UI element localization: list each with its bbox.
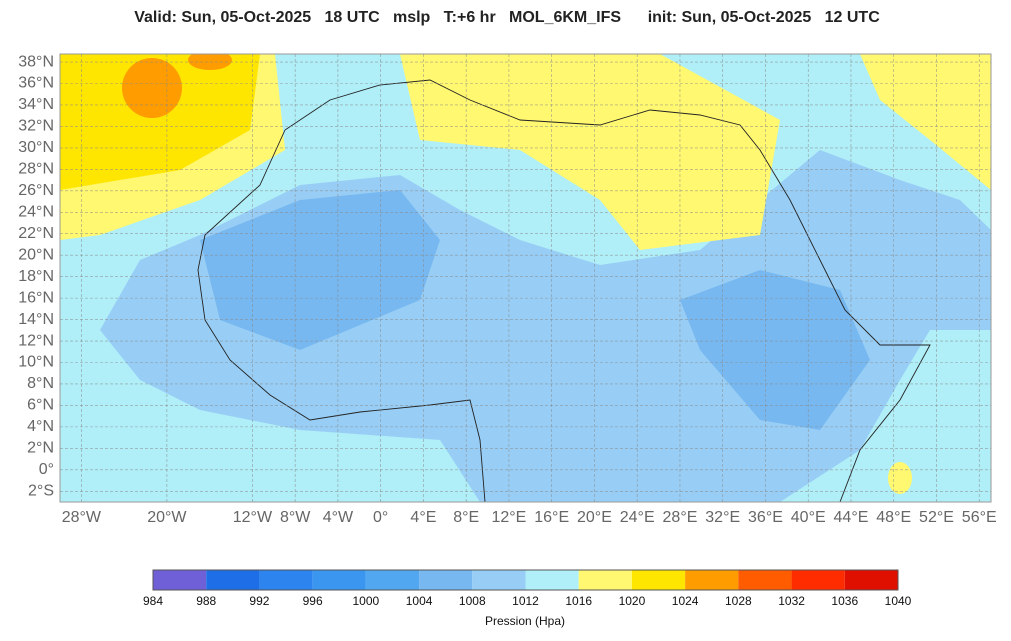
colorbar-tick-label: 1012 [512,594,539,608]
field-1004 [200,190,440,350]
colorbar-label: Pression (Hpa) [485,614,565,628]
colorbar-tick-label: 988 [196,594,216,608]
lat-tick-label: 8°N [27,375,54,392]
colorbar-box [312,570,366,590]
lon-tick-label: 20°E [577,509,612,526]
lon-tick-label: 8°E [453,509,479,526]
colorbar-tick-label: 984 [143,594,163,608]
lon-tick-label: 20°W [147,509,187,526]
lat-tick-label: 2°S [28,482,54,499]
lon-tick-label: 16°E [534,509,569,526]
lat-tick-label: 24°N [18,203,54,220]
lon-tick-label: 4°W [323,509,354,526]
title: Valid: Sun, 05-Oct-2025 18 UTC mslp T:+6… [134,9,880,26]
colorbar-box [631,570,686,590]
lat-tick-label: 10°N [18,354,54,371]
lon-tick-label: 32°E [705,509,740,526]
lon-tick-label: 12°E [491,509,526,526]
colorbar-tick-label: 1000 [353,594,380,608]
colorbar-tick-label: 1040 [885,594,912,608]
lon-tick-label: 0° [373,509,388,526]
field-1024 [122,58,182,118]
lat-tick-label: 18°N [18,268,54,285]
lon-tick-label: 8°W [280,509,311,526]
colorbar-tick-label: 1028 [725,594,752,608]
lat-tick-label: 36°N [18,75,54,92]
lat-tick-label: 28°N [18,161,54,178]
pressure-field [60,54,991,502]
lat-tick-label: 12°N [18,332,54,349]
lon-tick-label: 52°E [919,509,954,526]
colorbar-box [259,570,313,590]
lon-tick-label: 48°E [876,509,911,526]
lon-tick-label: 4°E [410,509,436,526]
colorbar-tick-label: 1004 [406,594,433,608]
lat-tick-label: 32°N [18,118,54,135]
colorbar-box [791,570,845,590]
colorbar-frame [152,569,899,591]
field-1016 [400,54,780,250]
colorbar-tick-label: 992 [249,594,269,608]
colorbar-box [206,570,260,590]
lon-tick-label: 28°E [663,509,698,526]
colorbar-box [153,570,207,590]
coastline [197,79,931,502]
lat-tick-label: 4°N [27,418,54,435]
field-1016 [860,54,991,190]
lat-tick-label: 38°N [18,53,54,70]
colorbar-tick-label: 996 [303,594,323,608]
colorbar-box [525,570,579,590]
field-1004 [680,270,870,430]
lon-tick-label: 44°E [834,509,869,526]
field-1020 [60,54,260,190]
colorbar-box [578,570,632,590]
lon-tick-label: 40°E [791,509,826,526]
lat-tick-label: 0° [39,461,54,478]
lat-tick-label: 2°N [27,440,54,457]
colorbar-tick-label: 1024 [672,594,699,608]
colorbar-tick-label: 1008 [459,594,486,608]
colorbar-box [472,570,526,590]
lat-tick-label: 22°N [18,225,54,242]
lat-tick-label: 16°N [18,289,54,306]
colorbar-box [419,570,473,590]
colorbar-tick-label: 1036 [831,594,858,608]
colorbar-box [844,570,898,590]
colorbar-box [738,570,792,590]
lon-tick-label: 36°E [748,509,783,526]
colorbar-tick-label: 1016 [565,594,592,608]
colorbar-box [685,570,739,590]
colorbar-tick-label: 1032 [778,594,805,608]
field-1024 [188,54,232,70]
lon-tick-label: 56°E [962,509,997,526]
lat-tick-label: 6°N [27,397,54,414]
lon-tick-label: 28°W [62,509,102,526]
lon-tick-label: 24°E [620,509,655,526]
lat-tick-label: 20°N [18,246,54,263]
map-frame [59,53,992,503]
lat-tick-label: 14°N [18,311,54,328]
lat-tick-label: 26°N [18,182,54,199]
lon-tick-label: 12°W [233,509,273,526]
field-1016 [888,462,912,494]
colorbar-tick-label: 1020 [619,594,646,608]
lat-tick-label: 30°N [18,139,54,156]
lat-tick-label: 34°N [18,96,54,113]
colorbar-box [365,570,420,590]
